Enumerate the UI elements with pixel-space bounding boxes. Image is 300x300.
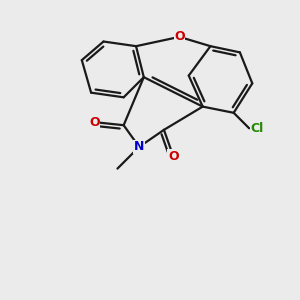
Text: N: N [134, 140, 144, 153]
Text: O: O [89, 116, 100, 129]
Text: Cl: Cl [251, 122, 264, 135]
Text: O: O [168, 150, 178, 163]
Text: O: O [174, 30, 185, 44]
